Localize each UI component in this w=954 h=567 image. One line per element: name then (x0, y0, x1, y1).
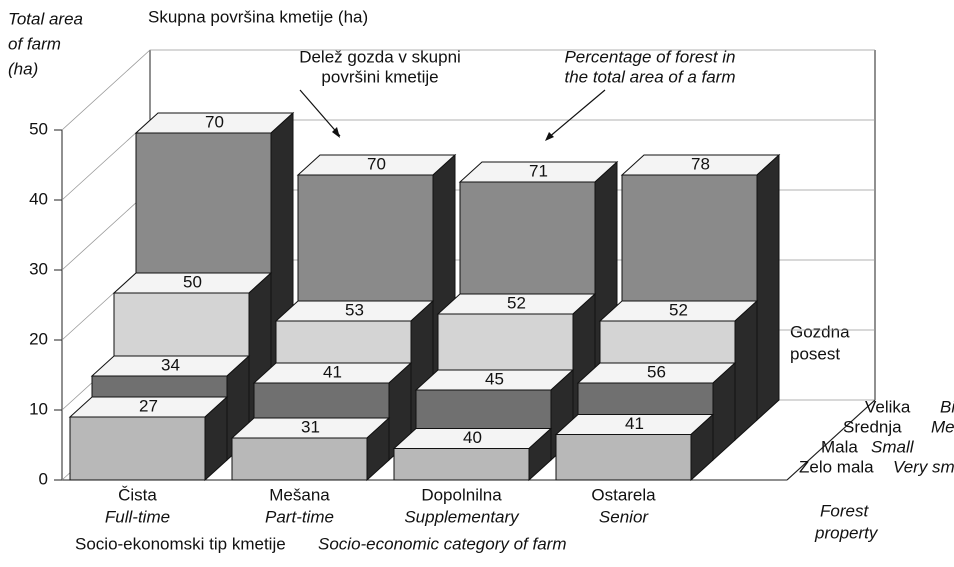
legend-label: Big (940, 397, 954, 416)
bar (393, 448, 530, 481)
y-tick-label: 0 (39, 469, 48, 488)
arrow (547, 89, 606, 139)
y-label: Total area (8, 9, 83, 28)
data-label: 41 (625, 414, 644, 433)
legend-label: Medium (931, 417, 954, 436)
data-label: 78 (691, 154, 710, 173)
grid-line (786, 459, 810, 481)
x-tick-label: Full-time (105, 507, 170, 526)
x-label: Socio-economic category of farm (318, 534, 567, 553)
legend-label: Small (871, 437, 915, 456)
legend-label: Velika (865, 397, 911, 416)
data-label: 70 (367, 154, 386, 173)
depth-title: Forest (820, 501, 869, 520)
legend-label: Mala (821, 437, 858, 456)
annotation: Percentage of forest in (564, 47, 735, 66)
x-tick-label: Senior (599, 507, 649, 526)
data-label: 56 (647, 362, 666, 381)
data-label: 45 (485, 369, 504, 388)
data-label: 27 (139, 396, 158, 415)
arrow-head (545, 132, 554, 141)
data-label: 34 (161, 355, 180, 374)
data-label: 50 (183, 272, 202, 291)
x-tick-label: Supplementary (404, 507, 520, 526)
annotation: Delež gozda v skupni (299, 47, 461, 66)
annotation: površini kmetije (321, 67, 438, 86)
data-label: 70 (205, 112, 224, 131)
y-tick-label: 40 (29, 189, 48, 208)
bar-side (734, 299, 758, 442)
chart-title: Skupna površina kmetije (ha) (148, 7, 368, 26)
bar-side (366, 416, 390, 482)
grid-line (61, 49, 875, 131)
depth-title: posest (790, 344, 840, 363)
legend-label: Very small (893, 457, 954, 476)
bar (555, 434, 692, 481)
data-label: 53 (345, 300, 364, 319)
grid-line (808, 439, 832, 461)
y-tick-label: 20 (29, 329, 48, 348)
y-label: (ha) (8, 59, 38, 78)
y-tick-label: 50 (29, 119, 48, 138)
grid-line (852, 399, 876, 421)
data-label: 71 (529, 161, 548, 180)
y-tick-label: 30 (29, 259, 48, 278)
data-label: 41 (323, 362, 342, 381)
annotation: the total area of a farm (564, 67, 735, 86)
data-label: 40 (463, 428, 482, 447)
depth-title: Gozdna (790, 322, 850, 341)
data-label: 52 (669, 300, 688, 319)
x-tick-label: Dopolnilna (421, 485, 502, 504)
bar-side (690, 413, 714, 482)
x-tick-label: Čista (118, 485, 157, 504)
legend-label: Srednja (843, 417, 902, 436)
bar-side (756, 153, 780, 422)
x-tick-label: Ostarela (591, 485, 656, 504)
x-label: Socio-ekonomski tip kmetije (75, 534, 286, 553)
grid-line (830, 419, 854, 441)
data-label: 52 (507, 293, 526, 312)
arrow (299, 89, 341, 137)
bar (231, 437, 368, 481)
y-label: of farm (8, 34, 61, 53)
legend-label: Zelo mala (799, 457, 874, 476)
x-tick-label: Part-time (265, 507, 334, 526)
depth-title: property (814, 523, 879, 542)
bar-side (528, 427, 552, 482)
arrow-head (332, 127, 340, 138)
bar-side (204, 395, 228, 482)
y-tick-label: 10 (29, 399, 48, 418)
data-label: 31 (301, 417, 320, 436)
bar (69, 416, 206, 481)
x-tick-label: Mešana (269, 485, 330, 504)
